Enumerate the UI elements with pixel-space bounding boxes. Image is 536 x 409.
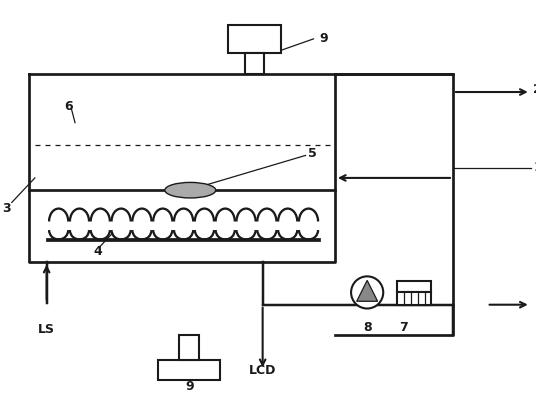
Text: 3: 3 xyxy=(3,202,11,215)
Text: 1: 1 xyxy=(533,161,536,174)
Bar xyxy=(397,292,431,305)
Text: 9: 9 xyxy=(185,380,193,393)
Bar xyxy=(397,281,431,292)
Ellipse shape xyxy=(165,182,215,198)
Text: LCD: LCD xyxy=(249,364,277,377)
Circle shape xyxy=(351,276,383,308)
Text: 2: 2 xyxy=(533,83,536,97)
Polygon shape xyxy=(357,281,377,301)
Text: 8: 8 xyxy=(363,321,371,334)
Bar xyxy=(158,360,220,380)
Text: LS: LS xyxy=(38,323,55,336)
Text: 6: 6 xyxy=(64,100,73,113)
Text: 5: 5 xyxy=(308,147,317,160)
Text: 9: 9 xyxy=(319,32,327,45)
Bar xyxy=(178,335,199,360)
Bar xyxy=(245,53,264,74)
Text: 4: 4 xyxy=(94,245,102,258)
Bar xyxy=(228,25,281,53)
Text: 7: 7 xyxy=(399,321,408,334)
